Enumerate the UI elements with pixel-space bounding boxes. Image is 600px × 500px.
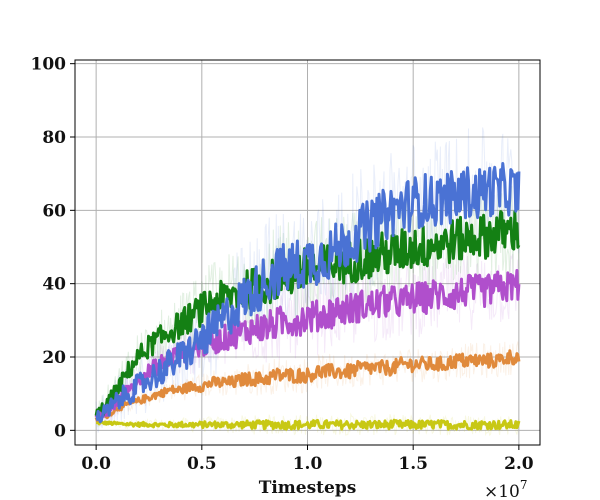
x-tick-label: 0.0 [81,454,111,474]
series-line [94,210,521,417]
y-tick-label: 20 [42,348,66,368]
series-line [95,162,521,424]
series-variance-trace [95,179,520,428]
y-tick-label: 40 [42,275,66,295]
y-tick-label: 60 [42,201,66,221]
x-axis-offset-label: ×107 [484,478,528,500]
series-line [94,349,521,422]
y-tick-label: 0 [54,421,66,441]
x-tick-label: 2.0 [504,454,534,474]
x-tick-label: 1.0 [293,454,323,474]
x-axis-offset-base: ×10 [484,482,520,500]
series-layer [94,162,521,431]
tick-layer: 0.0 0.5 1.0 1.5 2.0 0 20 40 60 80 100 [31,55,534,474]
x-tick-label: 1.5 [398,454,428,474]
x-axis-offset-exponent: 7 [520,478,528,492]
y-tick-label: 80 [42,128,66,148]
series-line [95,418,521,431]
grid-layer [75,60,540,445]
y-tick-label: 100 [31,55,67,75]
x-axis-title: Timesteps [259,478,357,498]
x-tick-label: 0.5 [187,454,217,474]
